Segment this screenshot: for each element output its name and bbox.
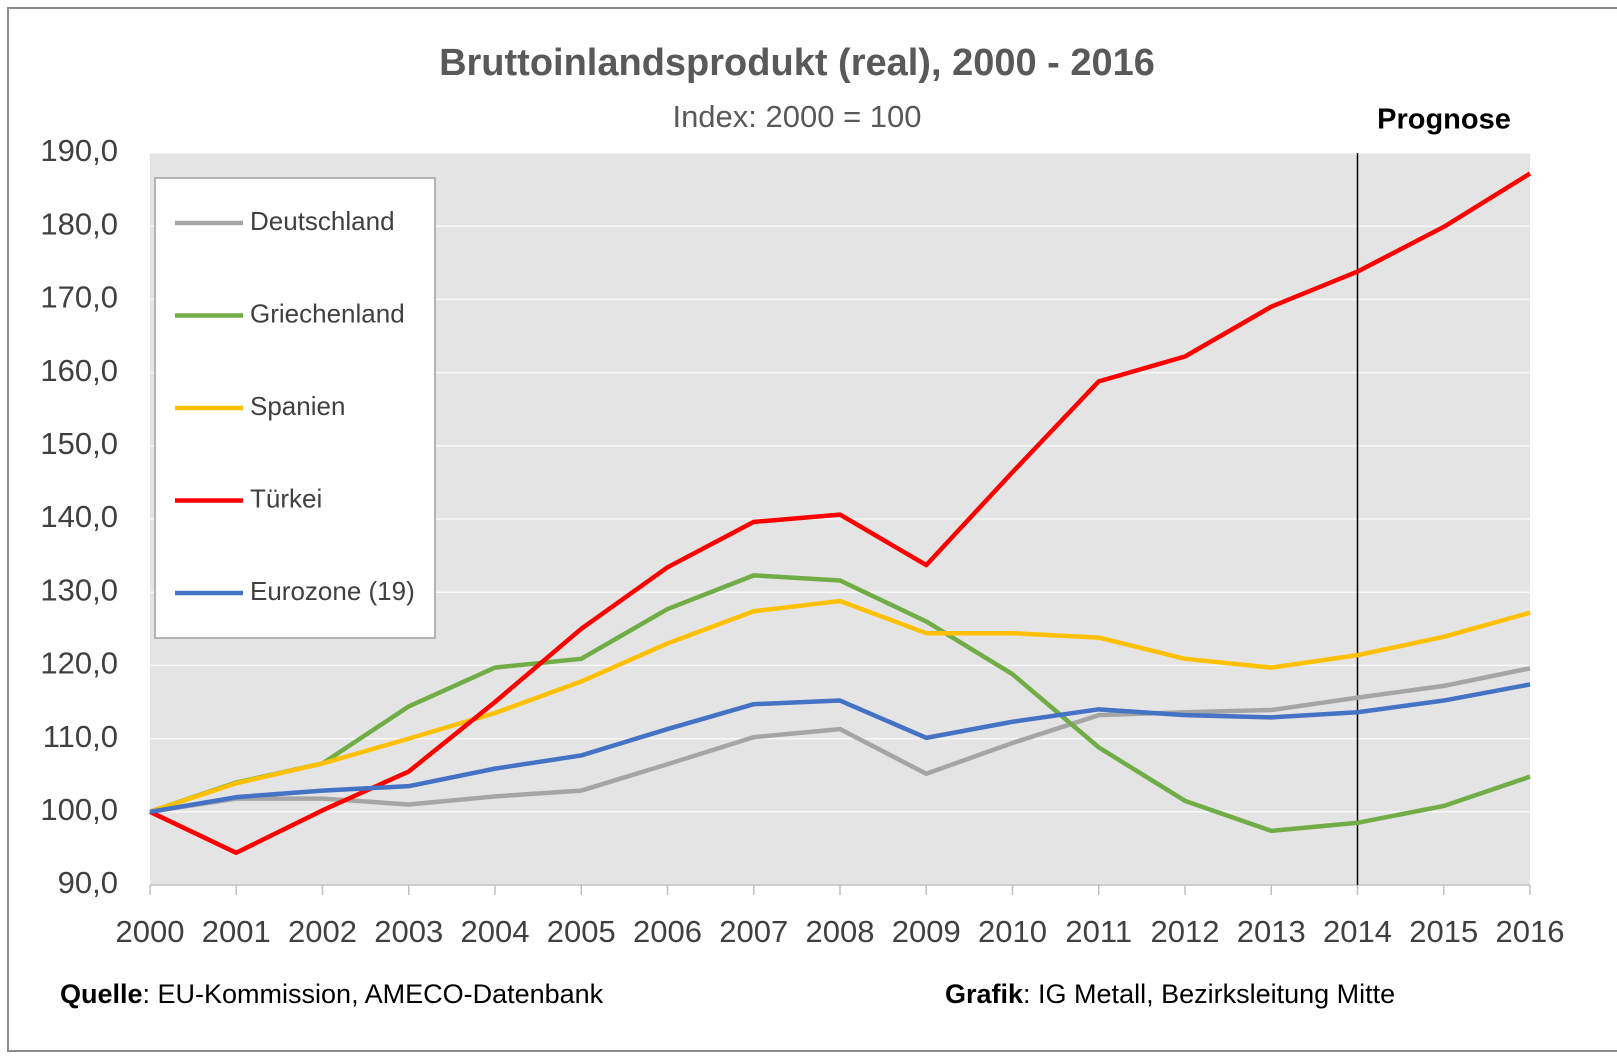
series-line — [149, 171, 1532, 856]
legend-label: Griechenland — [250, 298, 405, 328]
forecast-label: Prognose — [1377, 104, 1511, 136]
y-tick-label: 150,0 — [40, 426, 118, 461]
x-tick-label: 2002 — [288, 914, 357, 949]
chart-subtitle: Index: 2000 = 100 — [672, 99, 921, 134]
x-tick-label: 2000 — [116, 914, 185, 949]
x-tick-label: 2006 — [633, 914, 702, 949]
lines — [149, 153, 1532, 885]
credit-text: : IG Metall, Bezirksleitung Mitte — [1023, 979, 1395, 1009]
x-tick-label: 2011 — [1065, 914, 1132, 949]
x-tick-label: 2010 — [978, 914, 1047, 949]
credit: Grafik: IG Metall, Bezirksleitung Mitte — [945, 979, 1395, 1009]
x-tick-label: 2005 — [547, 914, 616, 949]
x-tick-label: 2003 — [374, 914, 443, 949]
x-tick-label: 2014 — [1323, 914, 1392, 949]
series-line — [149, 598, 1531, 814]
credit-label: Grafik — [945, 979, 1024, 1009]
y-tick-label: 160,0 — [40, 353, 118, 388]
legend-label: Eurozone (19) — [250, 576, 415, 606]
x-tick-label: 2009 — [892, 914, 961, 949]
y-tick-label: 170,0 — [40, 280, 118, 315]
legend-label: Spanien — [250, 391, 345, 421]
source-label: Quelle — [60, 979, 143, 1009]
series-line — [149, 682, 1531, 815]
y-tick-label: 90,0 — [58, 865, 118, 900]
source: Quelle: EU-Kommission, AMECO-Datenbank — [60, 979, 604, 1009]
x-tick-label: 2012 — [1151, 914, 1220, 949]
x-tick-label: 2001 — [202, 914, 271, 949]
x-tick-label: 2004 — [461, 914, 530, 949]
source-text: : EU-Kommission, AMECO-Datenbank — [143, 979, 604, 1009]
legend-label: Deutschland — [250, 206, 395, 236]
series-line — [149, 573, 1531, 834]
y-tick-label: 110,0 — [43, 719, 118, 754]
y-tick-label: 130,0 — [40, 572, 118, 607]
y-tick-label: 120,0 — [40, 646, 118, 681]
x-tick-label: 2013 — [1237, 914, 1306, 949]
x-tick-label: 2007 — [719, 914, 788, 949]
y-tick-label: 100,0 — [40, 792, 118, 827]
x-tick-label: 2015 — [1409, 914, 1478, 949]
y-tick-label: 180,0 — [40, 206, 118, 241]
series-line — [149, 666, 1531, 815]
legend-label: Türkei — [250, 483, 322, 513]
x-tick-label: 2016 — [1496, 914, 1565, 949]
y-tick-label: 140,0 — [40, 499, 118, 534]
y-tick-label: 190,0 — [40, 133, 118, 168]
legend-entries: Deutschland Griechenland Spanien Türkei Euro… — [175, 206, 415, 606]
x-tick-label: 2008 — [806, 914, 875, 949]
chart-title: Bruttoinlandsprodukt (real), 2000 - 2016 — [439, 42, 1155, 84]
